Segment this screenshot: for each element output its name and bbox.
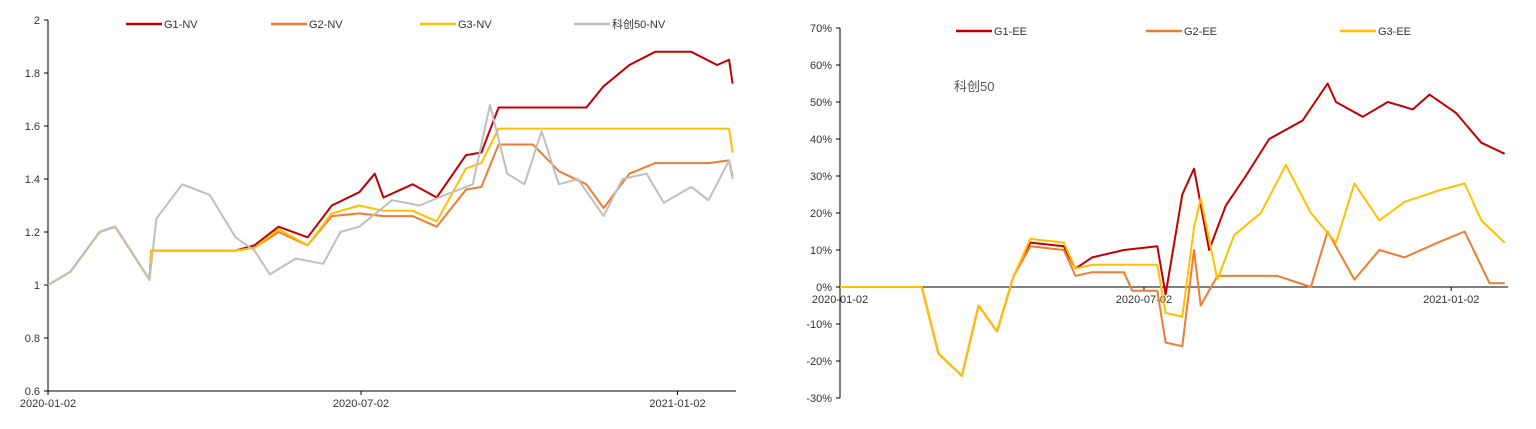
- series-line-4: [47, 103, 734, 286]
- y-tick-label: 30%: [810, 171, 832, 183]
- ee-line-chart: -30% -20% -10% 0% 10% 20% 30% 40% 50% 60% 70% 2020-…: [806, 23, 1508, 405]
- legend-label-1: G1-EE: [994, 26, 1027, 38]
- y-tick-label: 0%: [816, 282, 832, 294]
- nv-line-chart: 0.6 0.8 1 1.2 1.4 1.6 1.8 2 2020-01-02 2020-07-02…: [20, 15, 736, 410]
- y-tick-label: 10%: [810, 245, 832, 257]
- y-tick-label: 1: [34, 280, 40, 292]
- y-tick-label: 40%: [810, 134, 832, 146]
- y-tick-label: 50%: [810, 97, 832, 109]
- ee-chart-panel: -30% -20% -10% 0% 10% 20% 30% 40% 50% 60% 70% 2020-…: [768, 0, 1536, 429]
- x-tick-label: 2020-01-02: [812, 294, 868, 306]
- x-tick-label: 2021-01-02: [1423, 294, 1479, 306]
- legend-label-3: G3-NV: [458, 19, 492, 31]
- y-tick-label: 60%: [810, 60, 832, 72]
- y-tick-label: 2: [34, 15, 40, 27]
- y-tick-label: -10%: [806, 319, 832, 331]
- chart-annotation: 科创50: [954, 79, 994, 94]
- legend-label-2: G2-EE: [1184, 26, 1217, 38]
- x-tick-label: 2020-01-02: [20, 398, 76, 410]
- y-tick-label: 0.6: [25, 386, 40, 398]
- y-tick-label: 0.8: [25, 333, 40, 345]
- y-tick-label: 1.8: [25, 68, 40, 80]
- series-line-3: [840, 163, 1506, 377]
- y-tick-label: 1.2: [25, 227, 40, 239]
- series-line-1: [840, 82, 1506, 377]
- y-tick-label: 20%: [810, 208, 832, 220]
- legend-label-1: G1-NV: [164, 19, 198, 31]
- y-tick-label: 1.4: [25, 174, 40, 186]
- y-tick-label: -30%: [806, 393, 832, 405]
- legend-label-3: G3-EE: [1378, 26, 1411, 38]
- x-tick-label: 2021-01-02: [649, 398, 705, 410]
- legend-label-2: G2-NV: [309, 19, 343, 31]
- y-tick-label: -20%: [806, 356, 832, 368]
- y-tick-label: 1.6: [25, 121, 40, 133]
- y-tick-label: 70%: [810, 23, 832, 35]
- nv-chart-panel: 0.6 0.8 1 1.2 1.4 1.6 1.8 2 2020-01-02 2020-07-02…: [0, 0, 750, 429]
- legend-label-4: 科创50-NV: [612, 17, 666, 31]
- x-tick-label: 2020-07-02: [333, 398, 389, 410]
